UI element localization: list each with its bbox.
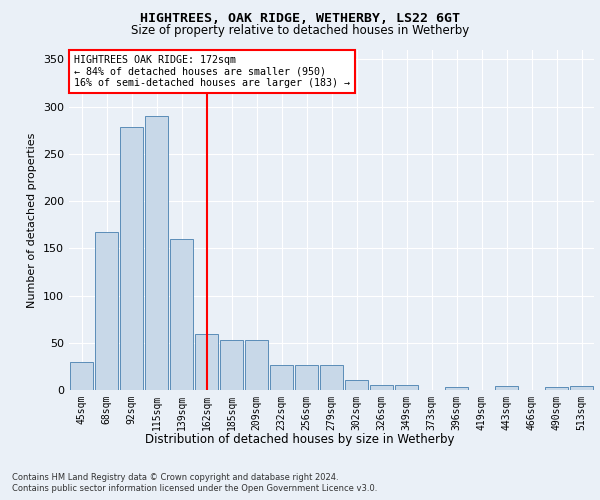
Bar	[370, 386, 394, 390]
Bar	[395, 386, 418, 390]
Bar	[320, 364, 343, 390]
Bar	[545, 387, 568, 390]
Bar	[145, 116, 169, 390]
Bar	[269, 364, 293, 390]
Text: HIGHTREES OAK RIDGE: 172sqm
← 84% of detached houses are smaller (950)
16% of se: HIGHTREES OAK RIDGE: 172sqm ← 84% of det…	[74, 55, 350, 88]
Bar	[344, 380, 368, 390]
Bar	[220, 340, 244, 390]
Text: Size of property relative to detached houses in Wetherby: Size of property relative to detached ho…	[131, 24, 469, 37]
Bar	[245, 340, 268, 390]
Bar	[70, 362, 94, 390]
Bar	[295, 364, 319, 390]
Bar	[494, 386, 518, 390]
Bar	[119, 128, 143, 390]
Bar	[170, 239, 193, 390]
Bar	[445, 387, 469, 390]
Text: Contains HM Land Registry data © Crown copyright and database right 2024.: Contains HM Land Registry data © Crown c…	[12, 472, 338, 482]
Text: HIGHTREES, OAK RIDGE, WETHERBY, LS22 6GT: HIGHTREES, OAK RIDGE, WETHERBY, LS22 6GT	[140, 12, 460, 26]
Bar	[569, 386, 593, 390]
Bar	[194, 334, 218, 390]
Text: Distribution of detached houses by size in Wetherby: Distribution of detached houses by size …	[145, 432, 455, 446]
Bar	[95, 232, 118, 390]
Y-axis label: Number of detached properties: Number of detached properties	[28, 132, 37, 308]
Text: Contains public sector information licensed under the Open Government Licence v3: Contains public sector information licen…	[12, 484, 377, 493]
